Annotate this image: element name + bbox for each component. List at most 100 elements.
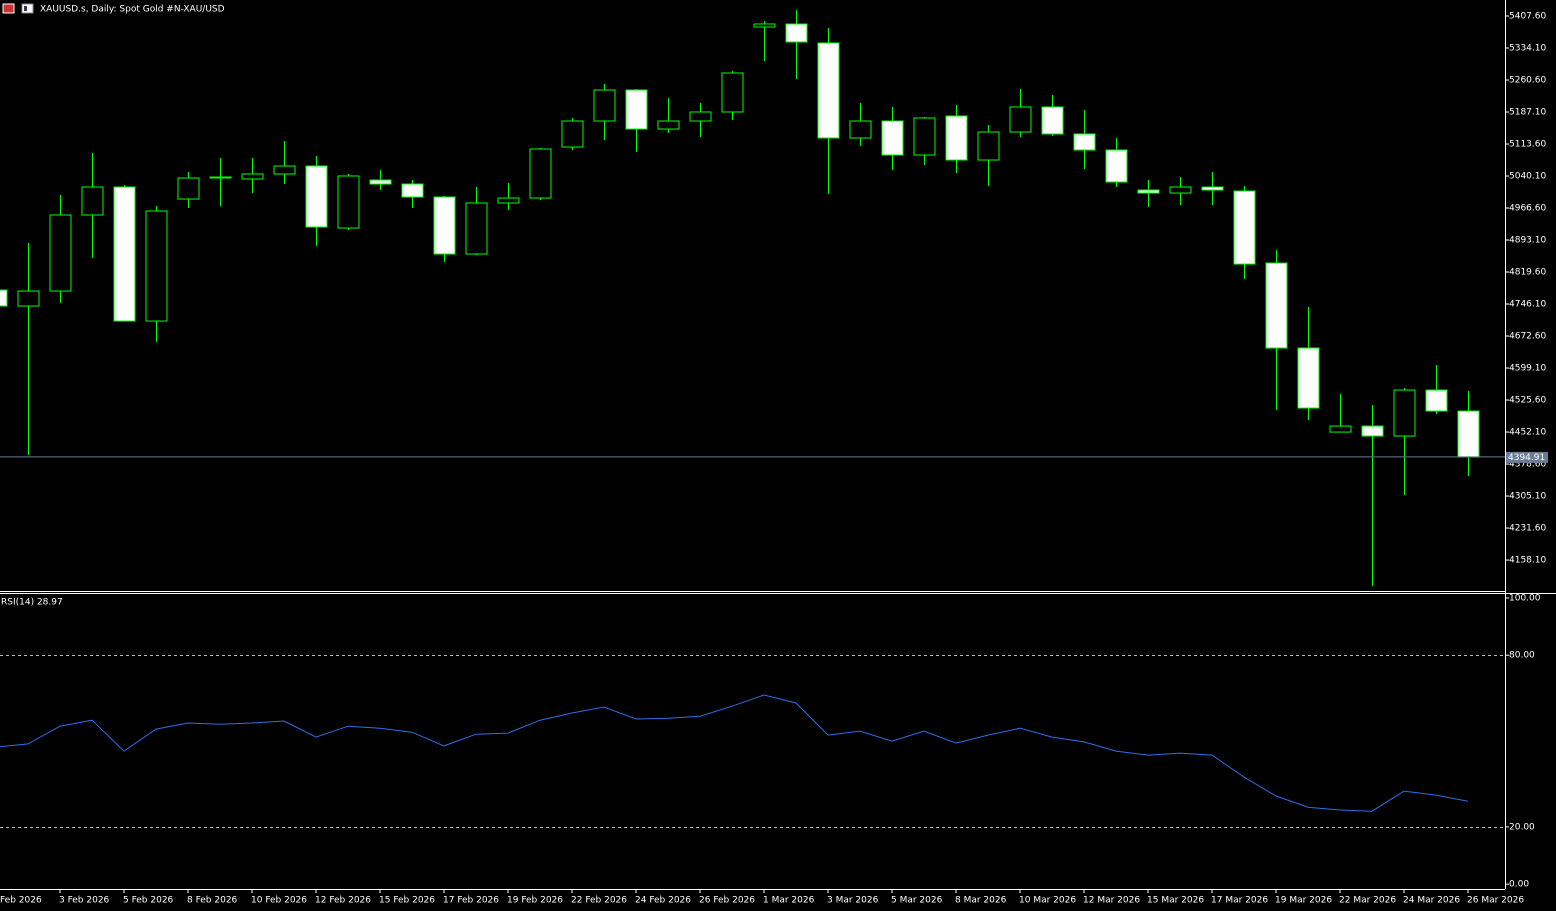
x-tick-label: 19 Mar 2026 bbox=[1275, 896, 1332, 906]
candle-body bbox=[0, 289, 8, 307]
x-tick-label: 15 Feb 2026 bbox=[379, 896, 435, 906]
y-tick-label: 5187.10 bbox=[1509, 107, 1546, 117]
candle-body bbox=[1137, 189, 1160, 194]
y-tick-label: 5040.10 bbox=[1509, 171, 1546, 181]
y-tick-label: 4672.60 bbox=[1509, 332, 1546, 342]
candle-body bbox=[849, 120, 872, 139]
candle-body bbox=[49, 214, 72, 292]
x-tick-label: Feb 2026 bbox=[0, 896, 42, 906]
candle-body bbox=[1329, 425, 1352, 433]
candle-body bbox=[785, 23, 808, 43]
y-tick-label: 5407.60 bbox=[1509, 11, 1546, 21]
x-tick-label: 15 Mar 2026 bbox=[1147, 896, 1204, 906]
candle-body bbox=[1297, 347, 1320, 409]
y-tick-label: 4893.10 bbox=[1509, 236, 1546, 246]
candle-body bbox=[337, 175, 360, 229]
x-tick-label: 19 Feb 2026 bbox=[507, 896, 563, 906]
candle-body bbox=[561, 120, 584, 148]
y-tick-label: 4305.10 bbox=[1509, 492, 1546, 502]
candle-body bbox=[689, 111, 712, 122]
x-tick-label: 22 Feb 2026 bbox=[571, 896, 627, 906]
candle-body bbox=[977, 131, 1000, 161]
candle-body bbox=[1361, 425, 1384, 437]
x-tick-label: 12 Mar 2026 bbox=[1083, 896, 1140, 906]
x-tick-label: 5 Feb 2026 bbox=[123, 896, 174, 906]
x-tick-label: 3 Mar 2026 bbox=[827, 896, 879, 906]
x-tick-label: 22 Mar 2026 bbox=[1339, 896, 1396, 906]
axes: 5407.60 5334.10 5260.60 5187.10 5113.60 5040.… bbox=[0, 11, 1548, 906]
candle-body bbox=[1393, 389, 1416, 437]
candle-body bbox=[945, 115, 968, 161]
candle-body bbox=[145, 210, 168, 322]
y-tick-label: 100.00 bbox=[1509, 594, 1541, 604]
candle-body bbox=[273, 165, 296, 175]
candle-body bbox=[1233, 190, 1256, 265]
rsi-title: RSI(14) 28.97 bbox=[1, 598, 63, 608]
y-tick-label: 5113.60 bbox=[1509, 139, 1546, 149]
x-tick-label: 26 Feb 2026 bbox=[699, 896, 755, 906]
candle-body bbox=[881, 120, 904, 156]
last-price-box bbox=[1506, 451, 1548, 463]
candle-body bbox=[465, 202, 488, 255]
x-tick-label: 10 Mar 2026 bbox=[1019, 896, 1076, 906]
candle-body bbox=[433, 196, 456, 255]
y-tick-label: 4819.60 bbox=[1509, 268, 1546, 278]
x-tick-label: 26 Mar 2026 bbox=[1467, 896, 1524, 906]
candle-body bbox=[913, 117, 936, 156]
x-tick-label: 24 Feb 2026 bbox=[635, 896, 691, 906]
candle-body bbox=[1201, 186, 1224, 191]
candle-body bbox=[1457, 410, 1480, 458]
candle-body bbox=[817, 42, 840, 139]
x-tick-label: 5 Mar 2026 bbox=[891, 896, 943, 906]
y-tick-label: 80.00 bbox=[1509, 651, 1535, 661]
x-tick-label: 1 Mar 2026 bbox=[763, 896, 815, 906]
price-panel bbox=[0, 9, 1505, 587]
x-tick-label: 8 Feb 2026 bbox=[187, 896, 238, 906]
y-tick-label: 0.00 bbox=[1509, 880, 1529, 890]
x-tick-label: 17 Feb 2026 bbox=[443, 896, 499, 906]
candle-body bbox=[1265, 262, 1288, 349]
y-tick-label: 20.00 bbox=[1509, 822, 1535, 832]
y-tick-label: 4158.10 bbox=[1509, 556, 1546, 566]
candle-body bbox=[369, 179, 392, 185]
candle-body bbox=[401, 183, 424, 198]
rsi-panel bbox=[0, 655, 1505, 828]
x-tick-label: 3 Feb 2026 bbox=[59, 896, 110, 906]
x-tick-label: 10 Feb 2026 bbox=[251, 896, 307, 906]
candle-body bbox=[1073, 133, 1096, 151]
candle-body bbox=[593, 89, 616, 122]
candle-body bbox=[1105, 149, 1128, 183]
candle-body bbox=[305, 165, 328, 228]
candle-body bbox=[529, 148, 552, 199]
x-tick-label: 12 Feb 2026 bbox=[315, 896, 371, 906]
x-tick-label: 24 Mar 2026 bbox=[1403, 896, 1460, 906]
candle-body bbox=[1169, 186, 1192, 194]
candle-body bbox=[17, 290, 40, 307]
candle-body bbox=[1425, 389, 1448, 412]
y-tick-label: 4966.60 bbox=[1509, 204, 1546, 214]
candle-body bbox=[657, 120, 680, 130]
y-tick-label: 4378.60 bbox=[1509, 460, 1546, 470]
y-tick-label: 4452.10 bbox=[1509, 428, 1546, 438]
chart-title: XAUUSD.s, Daily: Spot Gold #N-XAU/USD bbox=[40, 5, 225, 15]
candle-body bbox=[497, 197, 520, 204]
y-tick-label: 5260.60 bbox=[1509, 75, 1546, 85]
y-tick-label: 4525.60 bbox=[1509, 396, 1546, 406]
candle-body bbox=[721, 72, 744, 113]
y-tick-label: 4599.10 bbox=[1509, 364, 1546, 374]
candle-body bbox=[81, 186, 104, 216]
candle-body bbox=[753, 23, 776, 28]
candle-body bbox=[113, 186, 136, 322]
y-tick-label: 5334.10 bbox=[1509, 43, 1546, 53]
last-price-label: 4394.91 bbox=[1508, 453, 1545, 463]
y-tick-label: 4746.10 bbox=[1509, 300, 1546, 310]
candle-body bbox=[625, 89, 648, 130]
candle-body bbox=[1009, 106, 1032, 133]
x-tick-label: 8 Mar 2026 bbox=[955, 896, 1007, 906]
candle-body bbox=[241, 173, 264, 180]
candle-body bbox=[1041, 106, 1064, 135]
y-tick-label: 4231.60 bbox=[1509, 524, 1546, 534]
candle-body bbox=[209, 176, 232, 179]
